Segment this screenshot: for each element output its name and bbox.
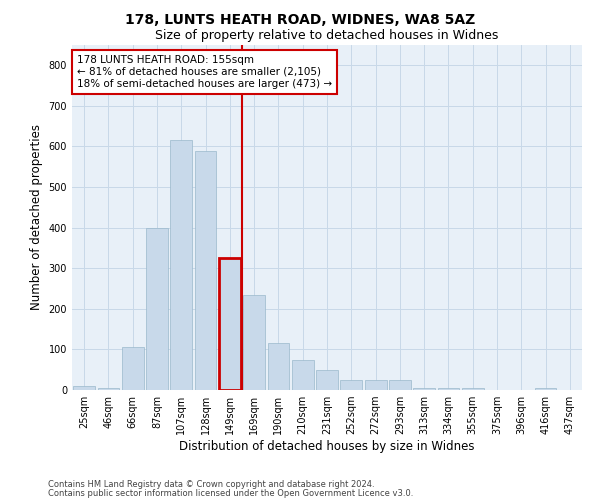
Y-axis label: Number of detached properties: Number of detached properties xyxy=(30,124,43,310)
Bar xyxy=(437,388,460,390)
Text: Contains public sector information licensed under the Open Government Licence v3: Contains public sector information licen… xyxy=(48,488,413,498)
Bar xyxy=(146,228,168,390)
Bar xyxy=(365,380,386,390)
Bar xyxy=(268,344,289,390)
Text: Contains HM Land Registry data © Crown copyright and database right 2024.: Contains HM Land Registry data © Crown c… xyxy=(48,480,374,489)
Text: 178, LUNTS HEATH ROAD, WIDNES, WA8 5AZ: 178, LUNTS HEATH ROAD, WIDNES, WA8 5AZ xyxy=(125,12,475,26)
Bar xyxy=(292,360,314,390)
Bar xyxy=(194,150,217,390)
Bar xyxy=(340,380,362,390)
Bar xyxy=(389,380,411,390)
Bar xyxy=(316,370,338,390)
Bar xyxy=(73,386,95,390)
Title: Size of property relative to detached houses in Widnes: Size of property relative to detached ho… xyxy=(155,30,499,43)
Bar xyxy=(219,258,241,390)
Text: 178 LUNTS HEATH ROAD: 155sqm
← 81% of detached houses are smaller (2,105)
18% of: 178 LUNTS HEATH ROAD: 155sqm ← 81% of de… xyxy=(77,56,332,88)
Bar xyxy=(122,348,143,390)
Bar xyxy=(535,388,556,390)
Bar xyxy=(97,388,119,390)
Bar xyxy=(170,140,192,390)
X-axis label: Distribution of detached houses by size in Widnes: Distribution of detached houses by size … xyxy=(179,440,475,453)
Bar xyxy=(243,294,265,390)
Bar xyxy=(413,388,435,390)
Bar xyxy=(462,388,484,390)
